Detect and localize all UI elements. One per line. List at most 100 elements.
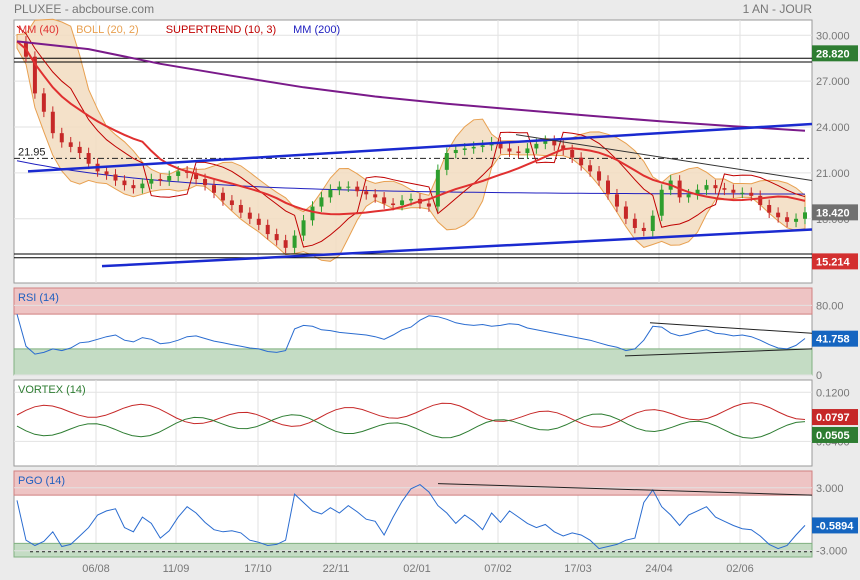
pgo-y-tick: 3.000: [816, 483, 844, 495]
candle-body: [614, 194, 619, 207]
vortex-value-tag: [812, 426, 858, 443]
candle-body: [704, 185, 709, 190]
candle-body: [220, 192, 225, 201]
pgo-y-tick: -3.000: [816, 546, 847, 558]
candle-body: [283, 240, 288, 248]
supertrend-line: [16, 25, 806, 248]
vortex-value-tag-text: 0.0797: [816, 412, 850, 424]
legend-entry: SUPERTREND (10, 3): [166, 24, 276, 36]
x-tick-label: 02/01: [403, 563, 431, 575]
candle-body: [534, 143, 539, 149]
candle-body: [794, 218, 799, 222]
price-y-tick: 21.000: [816, 168, 850, 180]
candle-body: [462, 148, 467, 150]
resistance-trendline: [515, 134, 813, 182]
candle-body: [579, 157, 584, 166]
price-y-tick: 24.000: [816, 122, 850, 134]
legend-entry: MM (40): [18, 24, 59, 36]
vortex-value-tag: [812, 409, 858, 426]
candle-body: [203, 179, 208, 186]
candle-body: [176, 171, 181, 176]
candle-body: [731, 189, 736, 193]
candle-body: [453, 149, 458, 154]
candle-body: [686, 194, 691, 198]
price-tag-value: 15.214: [816, 256, 851, 268]
candle-body: [382, 197, 387, 204]
candle-body: [68, 142, 73, 147]
x-tick-label: 06/08: [82, 563, 110, 575]
rsi-value-tag-text: 41.758: [816, 334, 850, 346]
candle-body: [659, 189, 664, 216]
candle-body: [400, 200, 405, 206]
x-tick-label: 22/11: [323, 563, 350, 575]
panel-vortex: [13, 379, 813, 467]
candle-body: [86, 153, 91, 164]
candle-body: [122, 180, 127, 186]
candle-body: [212, 185, 216, 193]
candle-body: [623, 206, 628, 219]
candle-body: [641, 227, 646, 232]
candle-body: [695, 189, 700, 195]
rsi-trendline-bottom: [624, 348, 813, 357]
candle-body: [355, 186, 360, 192]
candle-body: [113, 174, 118, 181]
candle-body: [131, 185, 136, 189]
candle-body: [149, 179, 154, 184]
rsi-value-tag: [812, 330, 858, 347]
candle-body: [597, 171, 602, 181]
candle-body: [32, 56, 37, 94]
candle-body: [507, 148, 512, 152]
rsi-legend: RSI (14): [18, 292, 59, 304]
vortex-minus-line: [16, 402, 806, 428]
candle-body: [426, 203, 431, 207]
price-tag-value: 28.820: [816, 48, 850, 60]
candle-body: [552, 140, 557, 146]
x-tick-label: 24/04: [645, 563, 673, 575]
candle-body: [570, 149, 575, 158]
candle-body: [776, 212, 781, 218]
x-tick-label: 07/02: [484, 563, 512, 575]
rsi-y-tick: 80.00: [816, 300, 844, 312]
candle-body: [104, 171, 109, 175]
candle-body: [364, 191, 369, 195]
pgo-value-tag: [812, 517, 858, 534]
candle-body: [767, 205, 772, 213]
candle-body: [229, 200, 234, 206]
candle-body: [256, 218, 261, 225]
candle-body: [444, 153, 449, 170]
vortex-plus-line: [16, 413, 806, 439]
candle-body: [328, 189, 333, 198]
price-tag: [812, 45, 858, 62]
candle-body: [346, 186, 351, 188]
candle-body: [41, 93, 46, 112]
bollinger-band: [16, 18, 806, 262]
legend-entry: MM (200): [293, 24, 340, 36]
vortex-legend: VORTEX (14): [18, 384, 86, 396]
candle-body: [785, 217, 790, 222]
pgo-oversold-zone: [13, 542, 813, 558]
candle-body: [722, 188, 727, 190]
legend-entry: BOLL (20, 2): [76, 24, 139, 36]
candle-body: [50, 111, 55, 134]
rsi-overbought-zone: [13, 287, 813, 315]
candle-body: [650, 215, 655, 232]
vortex-y-tick: 0.1200: [816, 387, 850, 399]
candle-body: [167, 175, 172, 181]
pgo-trendline: [437, 483, 813, 496]
candle-body: [238, 205, 243, 213]
price-tag-value: 18.420: [816, 207, 850, 219]
price-tag: [812, 253, 858, 270]
rsi-oversold-zone: [13, 348, 813, 376]
candle-body: [409, 198, 413, 201]
level-label: 21.95: [18, 146, 46, 158]
price-y-tick: 30.000: [816, 30, 850, 42]
period-label: 1 AN - JOUR: [742, 2, 812, 16]
candle-body: [606, 180, 610, 195]
pgo-line: [16, 484, 806, 550]
candle-body: [588, 165, 593, 172]
price-y-tick: 27.000: [816, 76, 850, 88]
vortex-value-tag-text: 0.0505: [816, 430, 850, 442]
candle-body: [713, 185, 718, 189]
rsi-line: [16, 313, 806, 355]
